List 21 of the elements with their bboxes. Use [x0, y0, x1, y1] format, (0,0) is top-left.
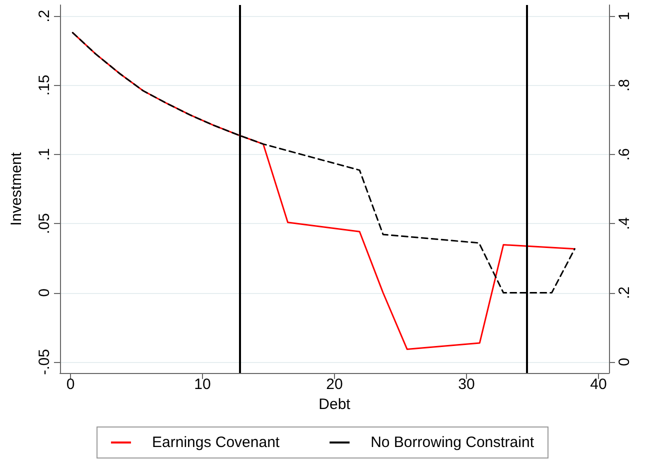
y-tick-label: .1	[36, 148, 53, 161]
y-axis-title: Investment	[8, 151, 25, 226]
y2-tick-label: .6	[616, 148, 633, 161]
y-tick-label: .15	[36, 74, 53, 96]
legend-label: Earnings Covenant	[152, 434, 280, 451]
x-tick-label: 10	[194, 376, 211, 393]
y-tick-label: -.05	[36, 349, 53, 375]
x-axis-title: Debt	[318, 396, 352, 413]
x-tick-label: 40	[590, 376, 607, 393]
y-tick-label: 0	[36, 288, 53, 297]
x-tick-label: 0	[66, 376, 75, 393]
y2-tick-label: .8	[616, 78, 633, 92]
y2-tick-label: 0	[616, 358, 633, 366]
y-tick-label: .2	[36, 10, 53, 22]
y2-tick-label: 1	[616, 12, 633, 20]
y2-tick-label: .4	[616, 217, 633, 230]
x-tick-label: 30	[458, 376, 475, 393]
y-tick-label: .05	[36, 213, 53, 234]
legend-label: No Borrowing Constraint	[370, 434, 535, 451]
y2-tick-label: .2	[616, 286, 633, 300]
x-tick-label: 20	[326, 376, 343, 393]
